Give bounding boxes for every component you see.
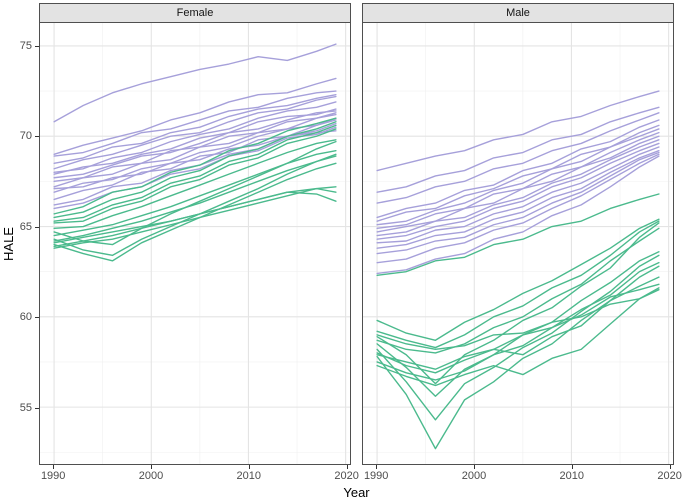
series-line-green: [376, 265, 660, 374]
x-tick-mark: [376, 465, 378, 469]
series-line-green: [53, 124, 337, 222]
y-tick-label: 75: [19, 39, 32, 52]
series-line-purple: [53, 113, 337, 188]
series-line-purple: [376, 112, 660, 204]
x-tick-mark: [248, 465, 250, 469]
series-line-purple: [376, 155, 660, 275]
series-line-green: [53, 117, 337, 215]
series-line-green: [53, 191, 337, 244]
panel-plot-area-female: [39, 23, 351, 465]
y-axis-ticks: 55 60 65 70 75: [0, 23, 39, 465]
x-axis-ticks-male: 1990 2000 2010 2020: [362, 465, 682, 487]
series-line-purple: [376, 119, 660, 219]
series-line-green: [376, 287, 660, 387]
x-tick-mark: [151, 465, 152, 469]
series-line-purple: [376, 135, 660, 233]
series-line-green: [376, 276, 660, 450]
series-line-green: [376, 222, 660, 385]
series-line-purple: [376, 150, 660, 249]
series-line-green: [376, 288, 660, 351]
series-line-purple: [376, 142, 660, 240]
y-tick-mark: [35, 136, 39, 137]
facet-female: Female 1990 2000 2010 2020: [39, 3, 359, 482]
x-tick-mark: [474, 465, 475, 469]
series-line-green: [376, 283, 660, 381]
series-line-green: [53, 139, 337, 230]
y-tick-mark: [35, 407, 39, 409]
series-line-purple: [53, 94, 337, 164]
y-tick-mark: [35, 317, 39, 318]
series-line-green: [53, 155, 337, 242]
series-line-green: [376, 220, 660, 349]
series-line-green: [376, 218, 660, 341]
series-line-purple: [376, 153, 660, 264]
x-tick-label: 2000: [461, 470, 487, 482]
series-line-purple: [53, 77, 337, 156]
x-tick-label: 1990: [40, 470, 66, 482]
series-line-purple: [376, 151, 660, 255]
x-tick-label: 2000: [138, 470, 164, 482]
x-axis-ticks-female: 1990 2000 2010 2020: [39, 465, 359, 487]
y-tick-label: 70: [19, 130, 32, 142]
series-line-green: [53, 150, 337, 237]
series-line-purple: [53, 130, 337, 190]
facet-strip-label: Male: [506, 7, 530, 19]
facet-strip: Female: [39, 3, 351, 23]
series-line-purple: [376, 106, 660, 193]
series-line-green: [376, 261, 660, 370]
y-tick-mark: [35, 226, 39, 228]
series-line-purple: [376, 146, 660, 244]
y-tick-label: 60: [19, 311, 32, 323]
series-line-purple: [376, 90, 660, 172]
x-tick-mark: [571, 465, 573, 469]
series-line-purple: [53, 101, 337, 174]
x-tick-mark: [346, 465, 348, 469]
panel-plot-area-male: [362, 23, 674, 465]
facet-male: Male 1990 2000 2010 2020: [362, 3, 682, 482]
series-line-green: [376, 254, 660, 421]
series-line-green: [53, 140, 337, 246]
facet-strip-label: Female: [176, 7, 214, 19]
x-tick-label: 2020: [657, 470, 682, 482]
x-tick-label: 1990: [363, 470, 389, 482]
series-line-purple: [53, 119, 337, 201]
y-tick-label: 65: [19, 220, 32, 233]
x-tick-label: 2010: [559, 470, 585, 482]
x-tick-mark: [669, 465, 671, 469]
series-line-green: [376, 227, 660, 354]
x-tick-label: 2010: [236, 470, 262, 482]
x-tick-mark: [53, 465, 55, 469]
series-line-purple: [53, 43, 337, 123]
series-line-purple: [376, 139, 660, 237]
y-tick-label: 55: [19, 401, 32, 414]
x-tick-label: 2020: [334, 470, 359, 482]
x-axis-title: Year: [343, 485, 370, 500]
series-line-green: [376, 193, 660, 277]
series-line-purple: [53, 110, 337, 179]
series-line-purple: [53, 108, 337, 175]
y-tick-mark: [35, 45, 39, 47]
facet-strip: Male: [362, 3, 674, 23]
series-line-purple: [376, 128, 660, 226]
series-line-green: [53, 128, 337, 224]
series-line-purple: [376, 124, 660, 222]
series-line-purple: [53, 95, 337, 170]
series-line-purple: [53, 90, 337, 157]
series-line-green: [53, 121, 337, 219]
